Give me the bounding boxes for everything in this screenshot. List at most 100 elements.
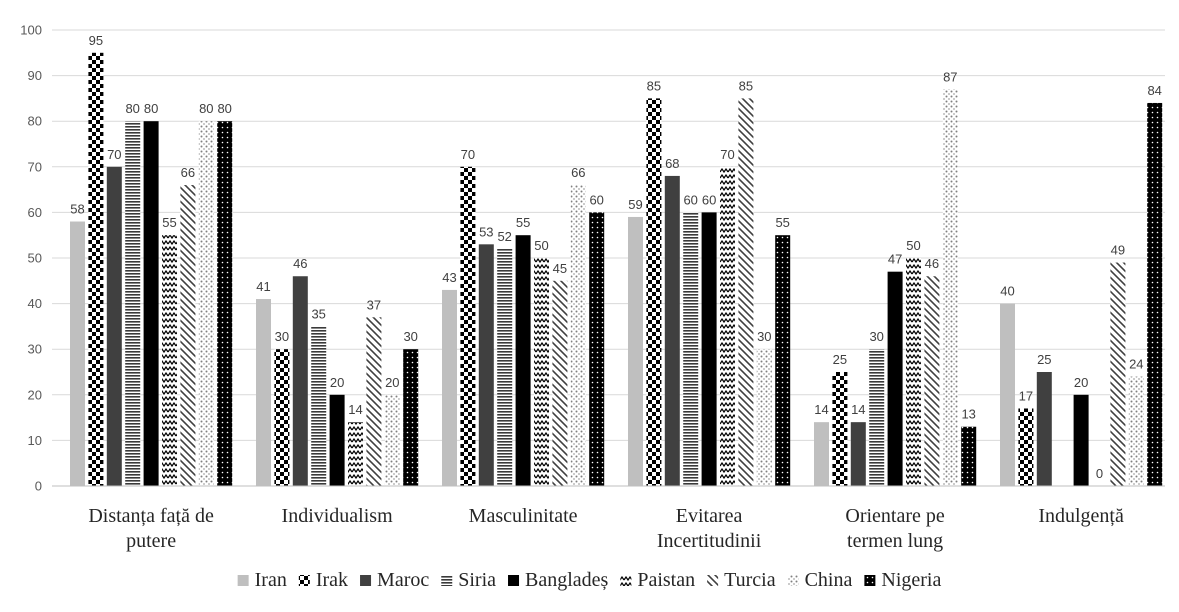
y-axis-tick-labels: 0 10 20 30 40 50 60 70 80 90 100 <box>20 23 42 494</box>
bar <box>1073 394 1089 486</box>
category-label: termen lung <box>847 530 943 552</box>
bar <box>348 422 363 486</box>
data-label: 55 <box>162 215 176 230</box>
legend-swatch <box>620 575 632 586</box>
data-label: 60 <box>702 192 716 207</box>
bar <box>552 280 568 486</box>
data-label: 30 <box>275 329 289 344</box>
data-label: 87 <box>943 69 957 84</box>
legend-label: Irak <box>316 569 348 591</box>
category-label: Masculinitate <box>469 505 578 527</box>
data-label: 80 <box>125 101 139 116</box>
data-label: 17 <box>1019 388 1033 403</box>
data-label: 14 <box>851 402 865 417</box>
legend-label: Iran <box>255 569 287 591</box>
legend-label: Maroc <box>377 569 429 591</box>
bar <box>942 89 958 486</box>
data-label: 59 <box>628 197 642 212</box>
data-label: 70 <box>461 147 475 162</box>
data-label: 80 <box>217 101 231 116</box>
legend-item: Turcia <box>707 569 776 591</box>
gridlines <box>52 29 1165 441</box>
data-label: 58 <box>70 202 84 217</box>
bar <box>701 212 717 486</box>
y-tick-label: 20 <box>28 387 42 402</box>
bar <box>515 235 531 486</box>
data-label: 47 <box>888 252 902 267</box>
data-label: 20 <box>330 375 344 390</box>
category-label: Incertitudinii <box>657 530 762 552</box>
bar <box>775 235 791 486</box>
bar <box>460 166 476 487</box>
y-tick-label: 100 <box>20 23 42 38</box>
legend-label: China <box>805 569 853 591</box>
data-label: 0 <box>1096 466 1103 481</box>
legend-swatch <box>864 575 876 586</box>
bar <box>384 394 400 486</box>
data-label: 43 <box>442 270 456 285</box>
bar <box>88 52 104 487</box>
data-label: 25 <box>1037 352 1051 367</box>
y-tick-label: 90 <box>28 68 42 83</box>
bar <box>217 121 233 486</box>
data-label: 68 <box>665 156 679 171</box>
bar <box>274 349 290 486</box>
data-label: 30 <box>757 329 771 344</box>
legend-swatch <box>237 575 249 586</box>
bar <box>125 121 141 486</box>
data-label: 55 <box>516 215 530 230</box>
data-label: 60 <box>589 192 603 207</box>
bar <box>1110 262 1126 486</box>
bar <box>664 175 680 487</box>
data-label: 25 <box>833 352 847 367</box>
bar <box>814 422 829 486</box>
data-label: 50 <box>534 238 548 253</box>
data-label: 14 <box>348 402 362 417</box>
bar <box>180 185 196 487</box>
data-label: 84 <box>1147 83 1161 98</box>
bar <box>738 98 754 487</box>
bar <box>646 98 662 487</box>
data-label: 53 <box>479 224 493 239</box>
y-tick-label: 50 <box>28 251 42 266</box>
legend-label: Nigeria <box>881 569 941 591</box>
data-label: 70 <box>720 147 734 162</box>
data-label: 85 <box>647 78 661 93</box>
bar <box>311 326 327 486</box>
legend-swatch <box>441 575 453 586</box>
bar <box>366 317 382 486</box>
bar <box>534 258 549 486</box>
data-label: 46 <box>293 256 307 271</box>
data-label: 14 <box>814 402 828 417</box>
category-label: Orientare pe <box>845 505 945 527</box>
data-label: 20 <box>385 375 399 390</box>
category-label: Individualism <box>282 505 394 527</box>
data-label: 66 <box>181 165 195 180</box>
bar <box>329 394 345 486</box>
data-label: 24 <box>1129 357 1143 372</box>
y-tick-label: 0 <box>35 479 42 494</box>
bar <box>961 426 977 486</box>
data-label: 95 <box>89 33 103 48</box>
legend-label: Turcia <box>724 569 776 591</box>
data-label: 41 <box>256 279 270 294</box>
bar <box>850 422 866 486</box>
bar <box>143 121 159 486</box>
bar <box>906 258 921 486</box>
bar <box>570 185 586 487</box>
data-label: 13 <box>961 407 975 422</box>
category-label: Indulgență <box>1038 505 1124 527</box>
bar <box>869 349 885 486</box>
category-labels: Distanța față de putere Individualism Mascu… <box>88 505 1124 552</box>
bar <box>887 271 903 486</box>
data-label: 70 <box>107 147 121 162</box>
bar <box>162 235 177 486</box>
bar <box>106 166 122 487</box>
category-label: putere <box>126 530 176 552</box>
legend-item: Nigeria <box>864 569 941 591</box>
legend-label: Bangladeș <box>525 569 609 591</box>
bar <box>756 349 772 486</box>
data-label: 46 <box>925 256 939 271</box>
legend-item: Siria <box>441 569 496 591</box>
